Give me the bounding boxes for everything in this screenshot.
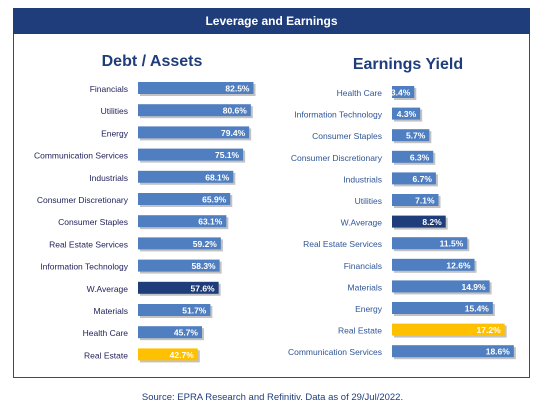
- earnings-yield-value-consumer-staples: 5.7%: [406, 131, 426, 141]
- earnings-yield-bar-financials: [392, 258, 475, 271]
- debt-assets-bar-consumer-staples: [138, 215, 227, 228]
- debt-assets-value-w-average: 57.6%: [191, 283, 216, 293]
- earnings-yield-value-communication-services: 18.6%: [486, 347, 511, 357]
- debt-assets-category-real-estate-services: Real Estate Services: [49, 239, 128, 249]
- earnings-yield-bar-communication-services: [392, 345, 514, 358]
- earnings-yield-category-energy: Energy: [355, 304, 383, 314]
- earnings-yield-category-materials: Materials: [348, 282, 382, 292]
- debt-assets-bar-energy: [138, 126, 250, 139]
- debt-assets-bar-health-care: [138, 326, 202, 339]
- debt-assets-bar-industrials: [138, 170, 234, 183]
- earnings-yield-category-utilities: Utilities: [355, 196, 382, 206]
- debt-assets-bar-w-average: [138, 281, 219, 294]
- debt-assets-category-industrials: Industrials: [89, 173, 128, 183]
- debt-assets-category-health-care: Health Care: [83, 328, 129, 338]
- debt-assets-value-information-technology: 58.3%: [192, 261, 217, 271]
- earnings-yield-value-w-average: 8.2%: [422, 217, 442, 227]
- earnings-yield-category-real-estate: Real Estate: [338, 326, 382, 336]
- earnings-yield-value-information-technology: 4.3%: [397, 109, 417, 119]
- debt-assets-bar-communication-services: [138, 148, 244, 161]
- earnings-yield-bar-consumer-staples: [392, 129, 430, 142]
- debt-assets-category-consumer-discretionary: Consumer Discretionary: [37, 195, 129, 205]
- debt-assets-value-real-estate: 42.7%: [170, 350, 195, 360]
- earnings-yield-bar-materials: [392, 280, 490, 293]
- debt-assets-category-consumer-staples: Consumer Staples: [58, 217, 128, 227]
- debt-assets-bar-financials: [138, 82, 254, 94]
- earnings-yield-value-utilities: 7.1%: [415, 196, 435, 206]
- earnings-yield-category-health-care: Health Care: [337, 88, 383, 98]
- earnings-yield-value-industrials: 6.7%: [413, 174, 433, 184]
- earnings-yield-value-energy: 15.4%: [465, 304, 490, 314]
- debt-assets-category-w-average: W.Average: [87, 284, 129, 294]
- earnings-yield-bar-w-average: [392, 215, 446, 228]
- debt-assets-category-energy: Energy: [101, 128, 129, 138]
- debt-assets-bar-real-estate-services: [138, 237, 221, 250]
- earnings-yield-category-consumer-staples: Consumer Staples: [312, 131, 382, 141]
- debt-assets-category-financials: Financials: [90, 84, 128, 94]
- debt-assets-value-consumer-staples: 63.1%: [198, 217, 223, 227]
- debt-assets-value-communication-services: 75.1%: [215, 150, 240, 160]
- earnings-yield-value-financials: 12.6%: [446, 260, 471, 270]
- debt-assets-bar-real-estate: [138, 348, 198, 361]
- debt-assets-bar-consumer-discretionary: [138, 193, 231, 205]
- earnings-yield-category-real-estate-services: Real Estate Services: [303, 239, 382, 249]
- debt-assets-title: Debt / Assets: [102, 53, 203, 70]
- debt-assets-category-real-estate: Real Estate: [84, 350, 128, 360]
- debt-assets-category-information-technology: Information Technology: [40, 262, 128, 272]
- debt-assets-value-consumer-discretionary: 65.9%: [202, 195, 227, 205]
- earnings-yield-value-consumer-discretionary: 6.3%: [410, 152, 430, 162]
- earnings-yield-category-w-average: W.Average: [341, 218, 383, 228]
- earnings-yield-category-financials: Financials: [344, 261, 382, 271]
- debt-assets-bar-utilities: [138, 104, 251, 117]
- earnings-yield-bar-health-care: [392, 86, 415, 98]
- debt-assets-category-communication-services: Communication Services: [34, 151, 128, 161]
- earnings-yield-bar-utilities: [392, 194, 439, 206]
- debt-assets-bar-information-technology: [138, 259, 220, 272]
- earnings-yield-category-information-technology: Information Technology: [294, 110, 382, 120]
- earnings-yield-bar-industrials: [392, 172, 436, 185]
- earnings-yield-title: Earnings Yield: [353, 56, 463, 73]
- earnings-yield-value-real-estate-services: 11.5%: [440, 239, 464, 249]
- earnings-yield-category-communication-services: Communication Services: [288, 347, 382, 357]
- earnings-yield-value-real-estate: 17.2%: [477, 325, 502, 335]
- earnings-yield-value-health-care: 3.4%: [391, 88, 411, 98]
- earnings-yield-bar-energy: [392, 302, 493, 314]
- earnings-yield-value-materials: 14.9%: [461, 282, 486, 292]
- debt-assets-category-materials: Materials: [94, 306, 128, 316]
- debt-assets-bar-materials: [138, 304, 211, 316]
- earnings-yield-category-consumer-discretionary: Consumer Discretionary: [291, 153, 383, 163]
- earnings-yield-category-industrials: Industrials: [343, 174, 382, 184]
- source-note: Source: EPRA Research and Refinitiv. Dat…: [141, 392, 404, 403]
- debt-assets-value-energy: 79.4%: [221, 128, 246, 138]
- debt-assets-category-utilities: Utilities: [101, 106, 128, 116]
- chart-title: Leverage and Earnings: [13, 8, 530, 34]
- earnings-yield-bar-information-technology: [392, 107, 421, 120]
- debt-assets-value-financials: 82.5%: [225, 84, 250, 94]
- debt-assets-value-industrials: 68.1%: [205, 172, 230, 182]
- debt-assets-value-real-estate-services: 59.2%: [193, 239, 218, 249]
- debt-assets-value-materials: 51.7%: [182, 306, 207, 316]
- debt-assets-value-health-care: 45.7%: [174, 328, 199, 338]
- debt-assets-value-utilities: 80.6%: [223, 106, 248, 116]
- earnings-yield-bar-real-estate: [392, 323, 505, 336]
- earnings-yield-bar-consumer-discretionary: [392, 150, 434, 163]
- earnings-yield-bar-real-estate-services: [392, 237, 468, 250]
